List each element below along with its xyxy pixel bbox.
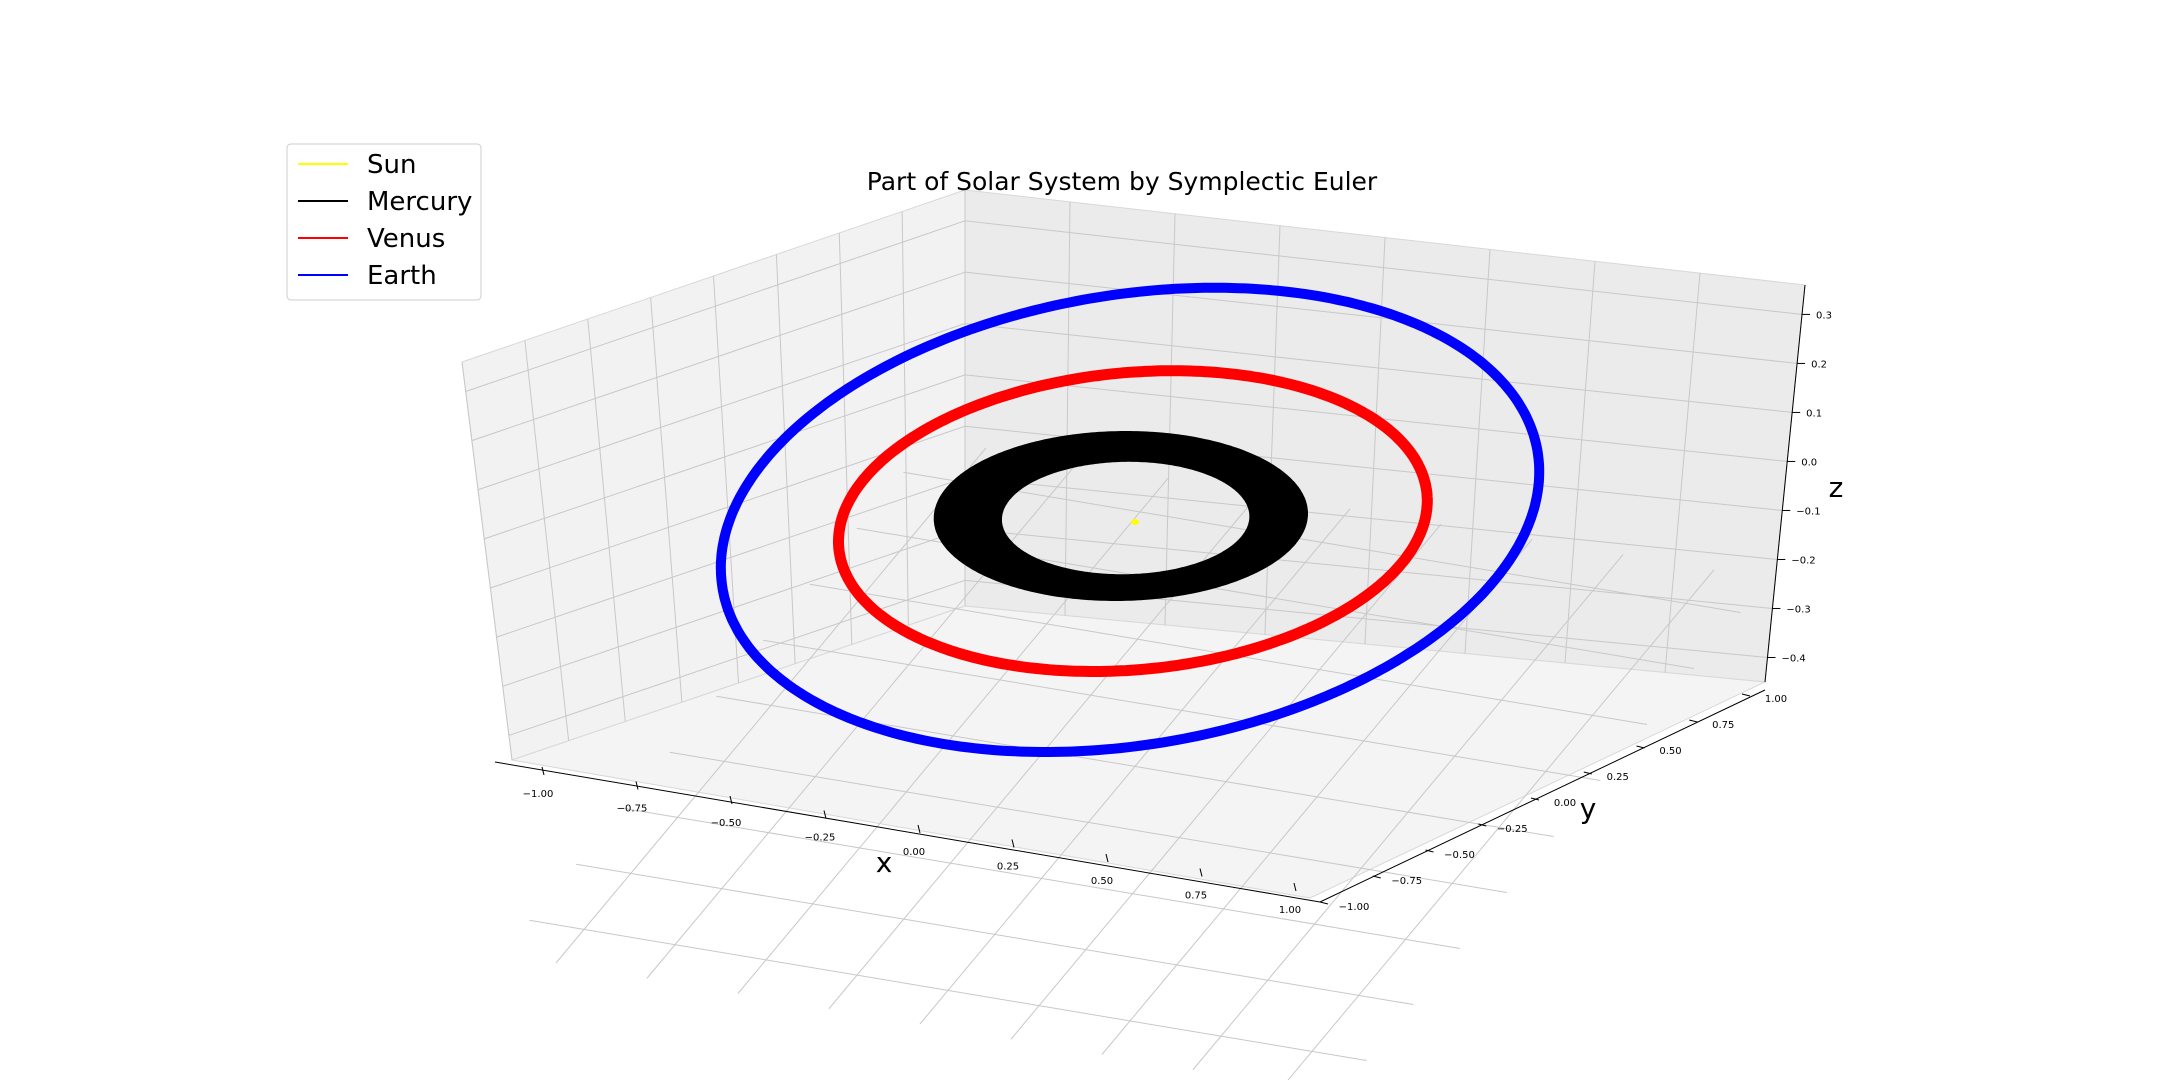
y-tick-label: −0.25 — [1497, 824, 1528, 835]
y-tick-label: 0.75 — [1712, 720, 1734, 731]
left-pane-vertical-gridline — [461, 361, 513, 761]
floor-gridline-y — [576, 863, 1414, 1006]
left-pane-z-gridline — [477, 323, 966, 491]
left-pane-vertical-gridline — [775, 254, 796, 664]
y-tick-mark — [1741, 693, 1751, 697]
z-tick-label: −0.2 — [1791, 555, 1815, 566]
y-tick-label: 0.25 — [1607, 772, 1629, 783]
floor-gridline-x — [1287, 569, 1715, 1080]
x-tick-label: −0.50 — [711, 818, 742, 829]
left-pane-z-gridline — [502, 528, 966, 687]
x-axis-line — [494, 761, 1321, 903]
x-tick-label: −1.00 — [523, 789, 554, 800]
z-tick-label: −0.3 — [1786, 604, 1810, 615]
legend-box — [286, 143, 482, 301]
axes-panes — [461, 189, 1806, 899]
legend-label-sun: Sun — [367, 150, 416, 180]
orbit-earth — [715, 282, 1545, 757]
right-pane-z-gridline — [964, 220, 1803, 315]
x-tick-label: −0.25 — [805, 833, 836, 844]
x-tick-mark — [823, 810, 827, 819]
y-tick-mark — [1636, 745, 1645, 749]
floor-gridline-y — [669, 751, 1507, 894]
axis-lines — [494, 284, 1806, 903]
right-pane-vertical-gridline — [1164, 213, 1176, 626]
left-pane-z-gridline — [471, 271, 966, 442]
y-tick-mark — [1689, 719, 1698, 723]
floor-gridline-x — [1192, 554, 1624, 1071]
right-pane-z-gridline — [964, 271, 1798, 364]
z-axis-line — [1764, 284, 1806, 683]
left-pane-z-gridline — [484, 374, 966, 540]
x-tick-mark — [541, 766, 545, 776]
y-tick-mark — [1478, 823, 1487, 827]
orbits — [715, 282, 1545, 757]
x-tick-mark — [635, 781, 639, 790]
z-tick-label: 0.2 — [1811, 359, 1827, 370]
right-pane-vertical-gridline — [1564, 261, 1596, 664]
legend-label-venus: Venus — [367, 224, 445, 254]
x-axis-label: x — [876, 846, 893, 879]
orbit-venus — [833, 365, 1433, 677]
z-tick-label: 0.0 — [1801, 457, 1817, 468]
right-pane-z-gridline — [964, 528, 1773, 609]
z-tick-label: −0.4 — [1781, 653, 1805, 664]
left-pane-z-gridline — [465, 220, 966, 392]
y-tick-mark — [1319, 901, 1329, 905]
x-tick-label: 0.50 — [1091, 876, 1113, 887]
y-tick-label: −0.50 — [1444, 850, 1475, 861]
orbit-sun — [1131, 519, 1139, 525]
y-tick-label: 1.00 — [1765, 694, 1787, 705]
z-tick-label: 0.1 — [1806, 408, 1822, 419]
chart-title: Part of Solar System by Symplectic Euler — [867, 167, 1378, 196]
x-tick-mark — [1011, 839, 1015, 848]
y-tick-mark — [1425, 849, 1434, 853]
left-pane-z-gridline — [508, 579, 966, 736]
z-tick-label: −0.1 — [1796, 506, 1820, 517]
x-tick-label: 0.25 — [997, 862, 1019, 873]
y-tick-mark — [1583, 771, 1592, 775]
x-tick-mark — [917, 824, 921, 834]
right-pane-z-gridline — [964, 477, 1778, 560]
y-tick-mark — [1530, 797, 1540, 801]
right-pane-vertical-gridline — [1464, 249, 1491, 654]
y-tick-label: −1.00 — [1339, 902, 1370, 913]
left-pane-vertical-gridline — [524, 340, 570, 741]
x-tick-label: 1.00 — [1279, 905, 1301, 916]
x-tick-mark — [729, 795, 733, 805]
y-tick-label: −0.75 — [1391, 876, 1422, 887]
y-axis-label: y — [1580, 792, 1597, 825]
legend-label-earth: Earth — [367, 261, 437, 291]
z-tick-label: 0.3 — [1816, 310, 1832, 321]
tick-labels: 0.3 0.2 0.1 0.0 −0.1 −0.2 −0.3 −0.4 −1.00 −0.75 −0… — [523, 310, 1832, 916]
x-tick-label: 0.75 — [1185, 891, 1207, 902]
legend-label-mercury: Mercury — [367, 187, 472, 217]
x-tick-mark — [1105, 853, 1109, 863]
legend: Sun Mercury Venus Earth — [286, 143, 482, 301]
y-tick-mark — [1372, 875, 1381, 879]
x-tick-mark — [1293, 882, 1297, 892]
right-pane-vertical-gridline — [1364, 237, 1386, 645]
left-pane-vertical-gridline — [650, 297, 683, 703]
floor-gridline-x — [1101, 538, 1533, 1055]
floor-gridline-y — [529, 919, 1367, 1062]
floor-gridline-x — [1010, 523, 1442, 1040]
left-pane-vertical-gridline — [587, 318, 626, 722]
x-tick-label: 0.00 — [903, 847, 925, 858]
left-pane-vertical-gridline — [901, 211, 909, 626]
y-axis-line — [1319, 689, 1766, 903]
y-tick-label: 0.00 — [1554, 798, 1576, 809]
y-tick-label: 0.50 — [1659, 746, 1681, 757]
x-tick-label: −0.75 — [617, 804, 648, 815]
right-pane-vertical-gridline — [1664, 273, 1701, 673]
orbit-mercury — [933, 431, 1308, 601]
right-pane-z-gridline — [964, 323, 1793, 413]
right-pane-vertical-gridline — [1064, 201, 1071, 616]
floor-gridline-y — [622, 807, 1461, 950]
x-tick-mark — [1199, 868, 1203, 877]
left-pane-z-gridline — [496, 477, 966, 638]
z-axis-label: z — [1829, 471, 1844, 504]
